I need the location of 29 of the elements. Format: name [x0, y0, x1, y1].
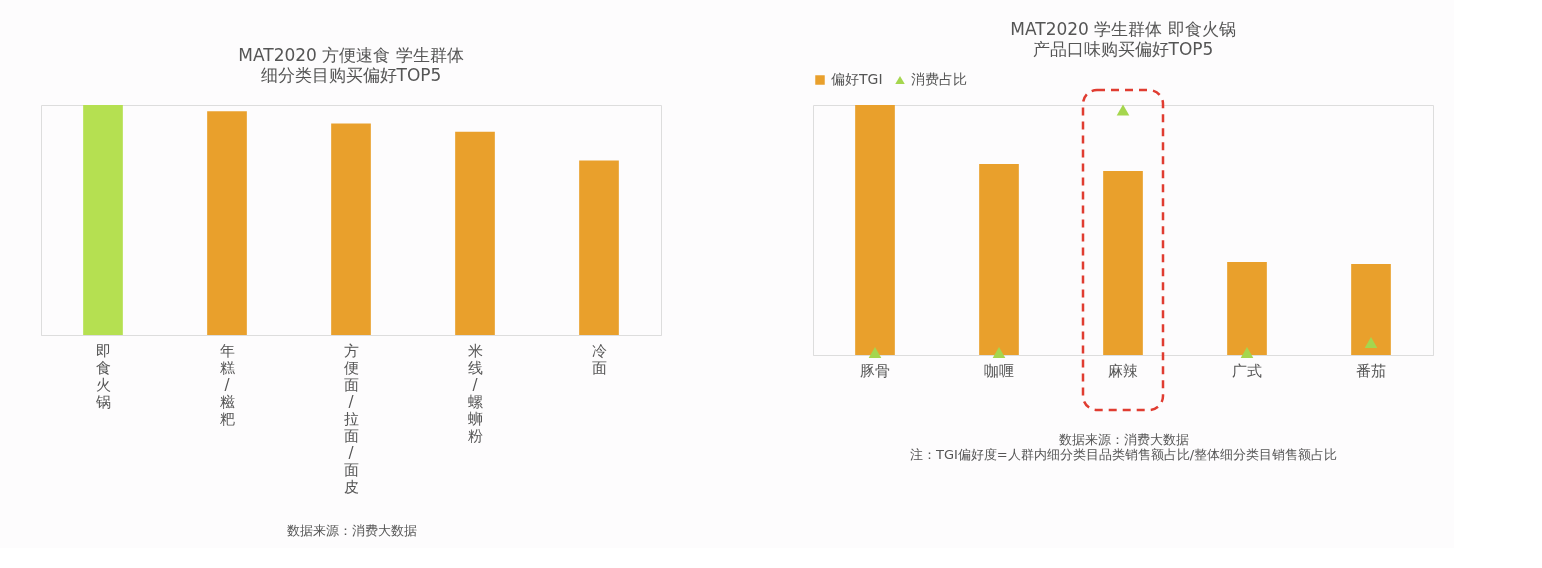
x-tick-label: 年糕/糍粑	[219, 341, 235, 428]
x-tick-label: 即食火锅	[94, 341, 111, 411]
category-label: 方便面/拉面/面皮	[343, 341, 359, 496]
bar	[579, 160, 619, 335]
legend-label: 消费占比	[911, 71, 967, 87]
chart-subtitle: 细分类目购买偏好TOP5	[260, 65, 442, 85]
x-tick-label: 广式	[1232, 361, 1262, 380]
bar	[83, 105, 123, 335]
bar	[855, 105, 895, 355]
source-note: 数据来源：消费大数据	[286, 522, 417, 538]
chart-subtitle: 产品口味购买偏好TOP5	[1032, 39, 1214, 59]
bar	[1103, 171, 1143, 355]
bar	[1351, 264, 1391, 355]
source-note: 数据来源：消费大数据	[1058, 431, 1189, 447]
x-tick-label: 番茄	[1356, 361, 1386, 380]
chart-title: MAT2020 方便速食 学生群体	[238, 45, 464, 65]
bar	[455, 131, 495, 335]
x-tick-label: 米线/螺蛳粉	[467, 341, 483, 445]
bar	[1227, 262, 1267, 355]
x-tick-label: 冷面	[591, 341, 607, 377]
bar	[979, 164, 1019, 355]
x-tick-label: 咖喱	[984, 361, 1014, 380]
x-tick-label: 麻辣	[1108, 361, 1138, 380]
bar	[331, 123, 371, 335]
text: 注：TGI偏好度=人群内细分类目品类销售额占比/整体细分类目销售额占比	[909, 446, 1338, 462]
bar	[207, 111, 247, 335]
x-tick-label: 豚骨	[860, 361, 890, 380]
legend-label: 偏好TGI	[831, 71, 883, 87]
chart-title: MAT2020 学生群体 即食火锅	[1010, 19, 1236, 39]
